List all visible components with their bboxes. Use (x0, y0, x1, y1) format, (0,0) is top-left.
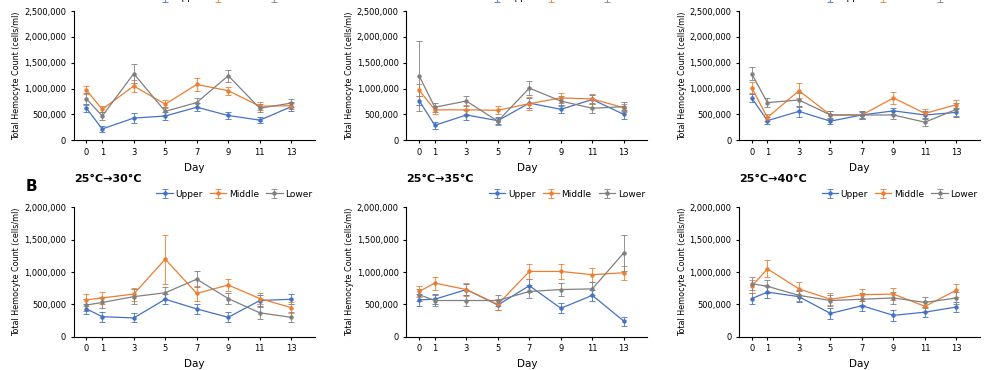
Legend: Upper, Middle, Lower: Upper, Middle, Lower (489, 0, 646, 3)
Y-axis label: Total Hemocyte Count (cells/ml): Total Hemocyte Count (cells/ml) (678, 208, 687, 336)
Legend: Upper, Middle, Lower: Upper, Middle, Lower (489, 189, 646, 199)
X-axis label: Day: Day (849, 162, 870, 172)
Legend: Upper, Middle, Lower: Upper, Middle, Lower (821, 189, 978, 199)
Y-axis label: Total Hemocyte Count (cells/ml): Total Hemocyte Count (cells/ml) (678, 11, 687, 140)
Legend: Upper, Middle, Lower: Upper, Middle, Lower (156, 0, 313, 3)
Y-axis label: Total Hemocyte Count (cells/ml): Total Hemocyte Count (cells/ml) (13, 208, 22, 336)
Y-axis label: Total Hemocyte Count (cells/ml): Total Hemocyte Count (cells/ml) (13, 11, 22, 140)
X-axis label: Day: Day (184, 359, 205, 369)
X-axis label: Day: Day (517, 162, 537, 172)
X-axis label: Day: Day (849, 359, 870, 369)
Y-axis label: Total Hemocyte Count (cells/ml): Total Hemocyte Count (cells/ml) (345, 208, 354, 336)
Text: 25°C→40°C: 25°C→40°C (739, 175, 807, 185)
Text: 25°C→35°C: 25°C→35°C (407, 175, 474, 185)
Text: 25°C→30°C: 25°C→30°C (74, 175, 142, 185)
X-axis label: Day: Day (184, 162, 205, 172)
Legend: Upper, Middle, Lower: Upper, Middle, Lower (821, 0, 978, 3)
X-axis label: Day: Day (517, 359, 537, 369)
Y-axis label: Total Hemocyte Count (cells/ml): Total Hemocyte Count (cells/ml) (345, 11, 354, 140)
Legend: Upper, Middle, Lower: Upper, Middle, Lower (156, 189, 313, 199)
Text: B: B (26, 179, 37, 194)
